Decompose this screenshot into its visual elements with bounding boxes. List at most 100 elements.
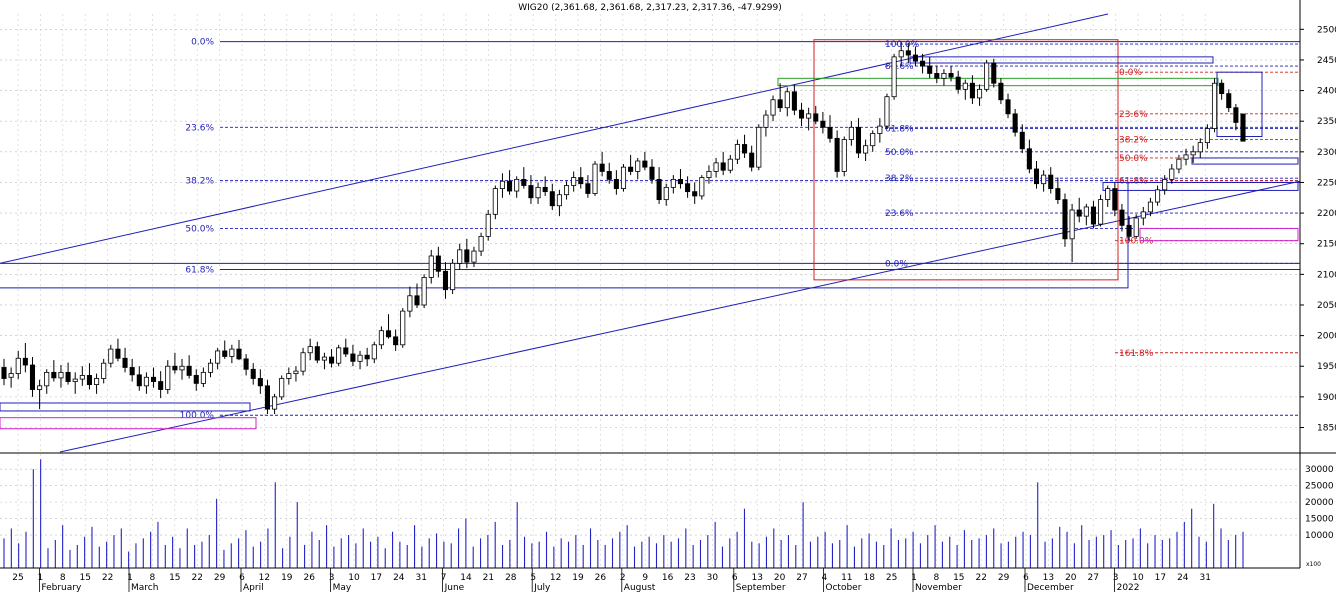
- candle-body: [863, 145, 869, 154]
- fib-level-label: 61.8%: [185, 265, 214, 275]
- time-tick-label: 29: [214, 573, 226, 583]
- candle-body: [478, 235, 484, 252]
- month-label: August: [624, 583, 656, 592]
- candle-body: [1169, 168, 1175, 180]
- fib-level-label: 100.0%: [1119, 237, 1154, 247]
- price-tick-label: 2200: [1317, 209, 1336, 219]
- candle-body: [286, 373, 292, 379]
- candle-body: [507, 180, 513, 192]
- resistance-box: [909, 56, 1214, 64]
- candle-body: [1062, 199, 1068, 240]
- candle-body: [1069, 209, 1075, 240]
- time-tick-label: 26: [303, 573, 315, 583]
- candle-body: [955, 76, 961, 90]
- candle-body: [1147, 201, 1153, 213]
- candle-body: [784, 91, 790, 109]
- candle-body: [606, 171, 612, 180]
- candle-body: [44, 371, 50, 387]
- candle-body: [457, 249, 463, 264]
- volume-tick-label: 15000: [1305, 515, 1334, 525]
- price-tick-label: 2500: [1317, 25, 1336, 35]
- time-tick-label: 23: [684, 573, 695, 583]
- candle-body: [1112, 188, 1118, 211]
- candle-body: [1140, 211, 1146, 219]
- volume-tick-label: 25000: [1305, 482, 1334, 492]
- candle-body: [656, 178, 662, 201]
- candle-body: [336, 347, 342, 364]
- candle-body: [293, 370, 299, 374]
- candle-body: [571, 177, 577, 186]
- candle-body: [1183, 154, 1189, 160]
- candle-body: [108, 348, 114, 364]
- fib-level-label: 88.6%: [885, 62, 914, 72]
- candle-body: [763, 114, 769, 128]
- time-tick-label: 12: [259, 573, 270, 583]
- price-tick-label: 2150: [1317, 240, 1336, 250]
- time-tick-label: 19: [281, 573, 293, 583]
- candle-body: [720, 162, 726, 171]
- candle-body: [870, 133, 876, 147]
- candle-body: [250, 368, 256, 379]
- candle-body: [1012, 113, 1018, 133]
- candle-body: [521, 178, 527, 186]
- time-tick-label: 4: [822, 573, 828, 583]
- month-label: December: [1027, 583, 1074, 592]
- time-tick-label: 17: [371, 573, 382, 583]
- candle-body: [542, 186, 548, 193]
- candle-body: [22, 357, 28, 366]
- time-tick-label: 27: [796, 573, 807, 583]
- time-tick-label: 18: [863, 573, 875, 583]
- candle-body: [663, 186, 669, 201]
- time-tick-label: 15: [79, 573, 90, 583]
- candle-body: [1219, 82, 1225, 95]
- month-label: February: [41, 583, 82, 592]
- month-label: November: [915, 583, 962, 592]
- candle-body: [172, 365, 178, 371]
- time-tick-label: 8: [150, 573, 156, 583]
- candle-body: [222, 350, 228, 357]
- candle-body: [414, 295, 420, 306]
- candle-body: [364, 354, 370, 360]
- candle-body: [421, 277, 427, 306]
- candle-body: [813, 113, 819, 122]
- candle-body: [1048, 174, 1054, 189]
- time-tick-label: 22: [975, 573, 986, 583]
- candle-body: [300, 352, 306, 372]
- demand-box: [1139, 227, 1299, 242]
- time-tick-label: 10: [348, 573, 360, 583]
- candle-body: [514, 178, 520, 192]
- time-tick-label: 6: [732, 573, 738, 583]
- candle-body: [129, 367, 135, 376]
- green-zone-box: [777, 77, 1219, 87]
- target-box: [0, 417, 257, 430]
- candle-body: [158, 381, 164, 390]
- time-tick-label: 29: [998, 573, 1010, 583]
- candle-body: [136, 374, 142, 387]
- candle-body: [1240, 113, 1246, 142]
- time-tick-label: 3: [1113, 573, 1119, 583]
- breakout-box: [1191, 157, 1299, 165]
- time-tick-label: 13: [751, 573, 762, 583]
- candle-body: [834, 137, 840, 172]
- candle-body: [307, 346, 313, 354]
- candle-body: [948, 73, 954, 78]
- candle-body: [8, 373, 14, 378]
- grid: [0, 14, 1300, 568]
- candle-body: [1, 367, 7, 379]
- candle-body: [442, 270, 449, 291]
- candle-body: [122, 357, 128, 368]
- candle-body: [51, 371, 57, 379]
- time-tick-label: 25: [12, 573, 23, 583]
- candle-body: [229, 348, 235, 357]
- candle-body: [400, 310, 406, 346]
- candle-body: [393, 336, 399, 346]
- time-tick-label: 17: [1155, 573, 1166, 583]
- candle-body: [1019, 131, 1025, 150]
- candle-body: [1197, 142, 1203, 153]
- time-tick-label: 27: [1087, 573, 1098, 583]
- time-tick-label: 12: [550, 573, 561, 583]
- candle-body: [806, 113, 812, 119]
- candle-body: [1176, 158, 1182, 170]
- volume-tick-label: 20000: [1305, 498, 1334, 508]
- candle-body: [193, 375, 199, 384]
